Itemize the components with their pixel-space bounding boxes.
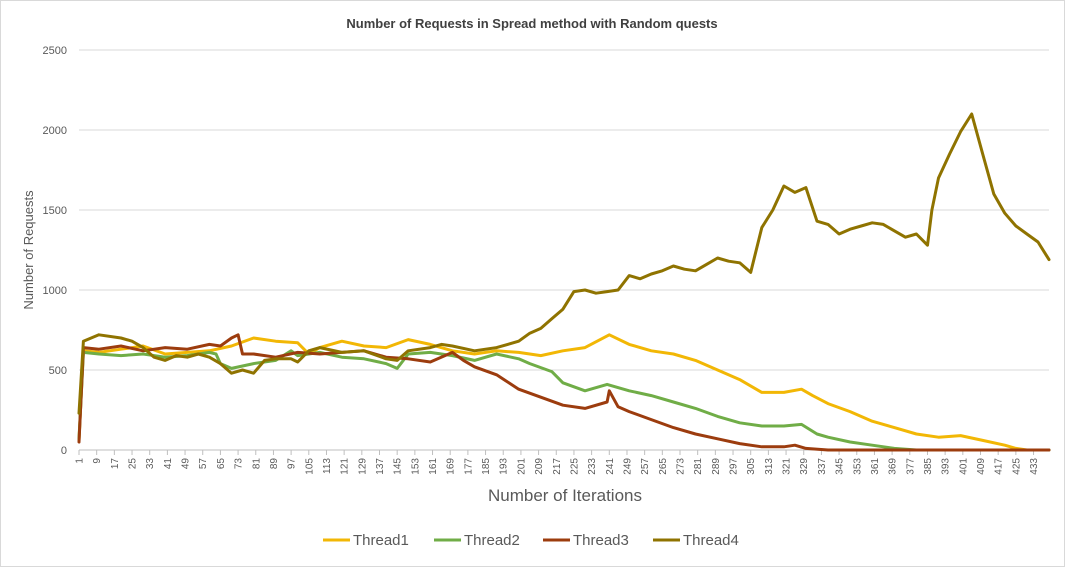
x-tick-label: 265: [658, 458, 669, 475]
x-tick-label: 97: [287, 458, 298, 470]
y-axis-ticks: 0 500 1000 1500 2000 2500: [43, 45, 67, 457]
x-tick-label: 105: [304, 458, 315, 475]
x-tick-label: 369: [888, 458, 899, 475]
x-tick-label: 249: [622, 458, 633, 475]
x-tick-label: 281: [693, 458, 704, 475]
x-tick-label: 361: [870, 458, 881, 475]
x-tick-label: 289: [711, 458, 722, 475]
y-tick-label: 0: [61, 445, 67, 457]
x-axis-ticks: 1 9 17 25 33 41 49 57 65 73 81 89 97 105 113 121 129 137 1…: [75, 450, 1040, 475]
x-tick-label: 185: [481, 458, 492, 475]
legend-label-thread3: Thread3: [573, 532, 629, 549]
y-tick-label: 1500: [43, 205, 67, 217]
x-tick-label: 241: [605, 458, 616, 475]
x-tick-label: 409: [976, 458, 987, 475]
x-tick-label: 377: [905, 458, 916, 475]
x-tick-label: 313: [764, 458, 775, 475]
x-tick-label: 1: [75, 458, 86, 464]
x-tick-label: 385: [923, 458, 934, 475]
x-tick-label: 225: [569, 458, 580, 475]
x-tick-label: 425: [1011, 458, 1022, 475]
x-tick-label: 345: [835, 458, 846, 475]
x-tick-label: 73: [234, 458, 245, 470]
x-tick-label: 145: [393, 458, 404, 475]
legend: Thread1 Thread2 Thread3 Thread4: [323, 532, 739, 549]
series-line-thread4: [77, 112, 1051, 415]
y-tick-label: 2000: [43, 125, 67, 137]
x-tick-label: 129: [357, 458, 368, 475]
x-tick-label: 433: [1029, 458, 1040, 475]
x-tick-label: 9: [92, 458, 103, 464]
x-tick-label: 393: [941, 458, 952, 475]
y-tick-label: 1000: [43, 285, 67, 297]
x-tick-label: 257: [640, 458, 651, 475]
x-tick-label: 401: [958, 458, 969, 475]
x-tick-label: 25: [128, 458, 139, 470]
x-tick-label: 273: [676, 458, 687, 475]
x-tick-label: 121: [340, 458, 351, 475]
x-tick-label: 321: [782, 458, 793, 475]
y-tick-label: 2500: [43, 45, 67, 57]
legend-label-thread1: Thread1: [353, 532, 409, 549]
series-line-thread3: [77, 333, 1051, 452]
x-tick-label: 81: [251, 458, 262, 470]
x-tick-label: 17: [110, 458, 121, 470]
y-tick-label: 500: [49, 365, 67, 377]
x-tick-label: 161: [428, 458, 439, 475]
x-tick-label: 305: [746, 458, 757, 475]
x-tick-label: 57: [198, 458, 209, 470]
x-tick-label: 41: [163, 458, 174, 470]
series-lines: [77, 112, 1051, 452]
x-tick-label: 297: [729, 458, 740, 475]
x-tick-label: 49: [181, 458, 192, 470]
x-tick-label: 337: [817, 458, 828, 475]
chart-title: Number of Requests in Spread method with…: [346, 16, 717, 31]
x-tick-label: 113: [322, 458, 333, 474]
x-tick-label: 353: [852, 458, 863, 475]
y-axis-label: Number of Requests: [21, 190, 36, 310]
x-tick-label: 89: [269, 458, 280, 470]
x-tick-label: 233: [587, 458, 598, 475]
series-line-thread1: [77, 333, 1051, 452]
x-tick-label: 153: [410, 458, 421, 475]
x-tick-label: 177: [463, 458, 474, 475]
gridlines: [79, 49, 1049, 451]
legend-label-thread2: Thread2: [464, 532, 520, 549]
x-tick-label: 65: [216, 458, 227, 470]
x-tick-label: 201: [516, 458, 527, 475]
x-tick-label: 217: [552, 458, 563, 475]
x-tick-label: 33: [145, 458, 156, 470]
x-tick-label: 417: [994, 458, 1005, 475]
x-tick-label: 209: [534, 458, 545, 475]
x-axis-label: Number of Iterations: [488, 486, 642, 505]
x-tick-label: 169: [446, 458, 457, 475]
series-line-thread2: [77, 349, 1051, 452]
legend-label-thread4: Thread4: [683, 532, 739, 549]
x-tick-label: 193: [499, 458, 510, 475]
x-tick-label: 329: [799, 458, 810, 475]
x-tick-label: 137: [375, 458, 386, 475]
